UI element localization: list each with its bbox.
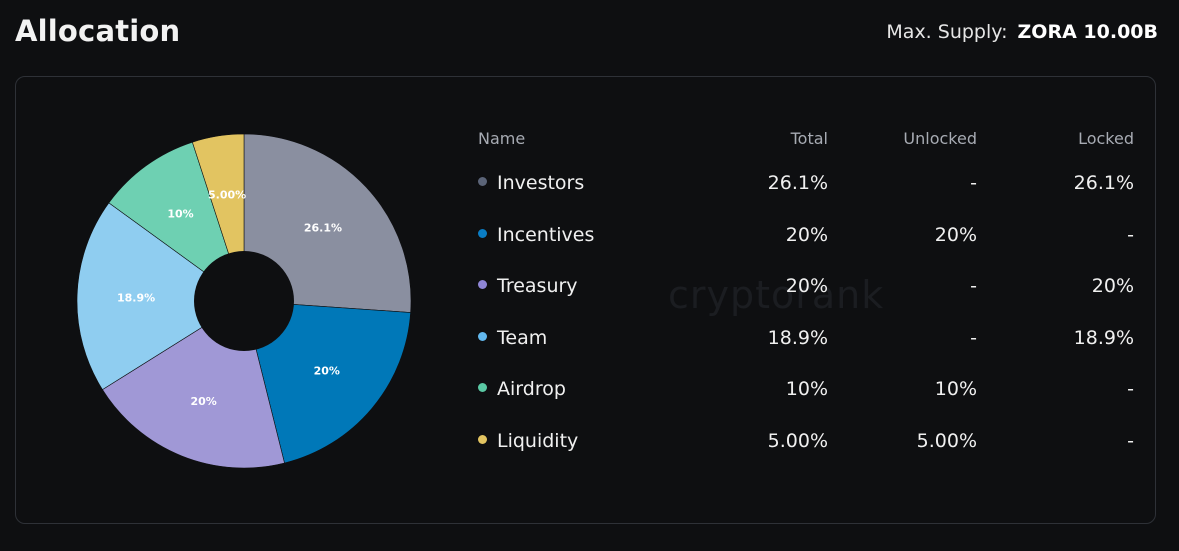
row-name-cell: Liquidity (478, 427, 578, 455)
row-unlocked: 10% (934, 378, 977, 400)
pie-slice-team[interactable] (76, 202, 245, 391)
legend-dot-icon (478, 280, 487, 289)
row-total: 26.1% (767, 172, 828, 194)
row-total: 20% (785, 275, 828, 297)
row-name: Investors (497, 172, 585, 194)
row-total: 18.9% (767, 326, 828, 349)
legend-dot-icon (478, 177, 487, 186)
row-name: Treasury (497, 275, 578, 297)
column-header-total: Total (790, 129, 828, 148)
max-supply-value: ZORA 10.00B (1017, 21, 1158, 43)
row-name: Team (497, 326, 548, 349)
legend-dot-icon (478, 228, 487, 238)
watermark: cryptorank (668, 273, 885, 317)
donut-chart-svg: 26.1% 20% 20% 18.9% 10% 5.00% (76, 133, 412, 469)
row-total: 5.00% (767, 429, 828, 452)
legend-dot-icon (478, 434, 487, 444)
column-header-name: Name (478, 129, 526, 148)
row-name: Liquidity (497, 429, 579, 452)
table-header: Name Total Unlocked Locked (478, 125, 1134, 157)
row-total: 10% (785, 378, 828, 400)
row-locked: - (1127, 223, 1134, 246)
donut-hole (194, 251, 294, 351)
row-name: Incentives (497, 223, 595, 246)
pie-slice-label-investors: 26.1% (304, 221, 342, 234)
page-title: Allocation (15, 14, 181, 48)
max-supply: Max. Supply: ZORA 10.00B (886, 21, 1158, 43)
row-name-cell: Incentives (478, 221, 594, 249)
pie-slice-label-treasury: 20% (190, 395, 216, 408)
row-name: Airdrop (497, 378, 566, 400)
pie-slice-label-incentives: 20% (314, 364, 340, 377)
legend-dot-icon (478, 331, 487, 341)
table-row: Liquidity 5.00% 5.00% - (478, 427, 1134, 479)
table-row: Investors 26.1% - 26.1% (478, 169, 1134, 221)
pie-slice-label-liquidity: 5.00% (208, 188, 246, 201)
row-name-cell: Airdrop (478, 375, 566, 403)
pie-slice-label-airdrop: 10% (167, 208, 193, 221)
row-name-cell: Treasury (478, 272, 578, 300)
row-name-cell: Investors (478, 169, 584, 197)
allocation-table: Name Total Unlocked Locked Investors 26.… (478, 125, 1134, 479)
row-unlocked: - (970, 326, 977, 349)
row-unlocked: - (970, 275, 977, 297)
table-row: Treasury 20% - 20% (478, 272, 1134, 324)
pie-slice-incentives[interactable] (243, 300, 411, 464)
row-locked: - (1127, 378, 1134, 400)
table-body: Investors 26.1% - 26.1% Incentives 20% 2… (478, 169, 1134, 479)
row-locked: 18.9% (1073, 326, 1134, 349)
row-locked: 20% (1091, 275, 1134, 297)
column-header-unlocked: Unlocked (903, 129, 977, 148)
allocation-donut-chart: 26.1% 20% 20% 18.9% 10% 5.00% (76, 133, 412, 469)
table-row: Incentives 20% 20% - (478, 221, 1134, 273)
pie-slice-airdrop[interactable] (108, 141, 245, 302)
row-unlocked: 20% (934, 223, 977, 246)
pie-slice-label-team: 18.9% (117, 291, 155, 304)
allocation-card: 26.1% 20% 20% 18.9% 10% 5.00% cryptorank Name… (15, 76, 1156, 524)
row-unlocked: - (970, 172, 977, 194)
pie-slice-investors[interactable] (243, 133, 412, 313)
row-locked: 26.1% (1073, 172, 1134, 194)
legend-dot-icon (478, 383, 487, 392)
column-header-locked: Locked (1078, 129, 1134, 148)
table-row: Team 18.9% - 18.9% (478, 324, 1134, 376)
max-supply-label: Max. Supply: (886, 21, 1008, 43)
row-unlocked: 5.00% (916, 429, 977, 452)
row-total: 20% (785, 223, 828, 246)
row-name-cell: Team (478, 324, 547, 352)
table-row: Airdrop 10% 10% - (478, 375, 1134, 427)
row-locked: - (1127, 429, 1134, 452)
